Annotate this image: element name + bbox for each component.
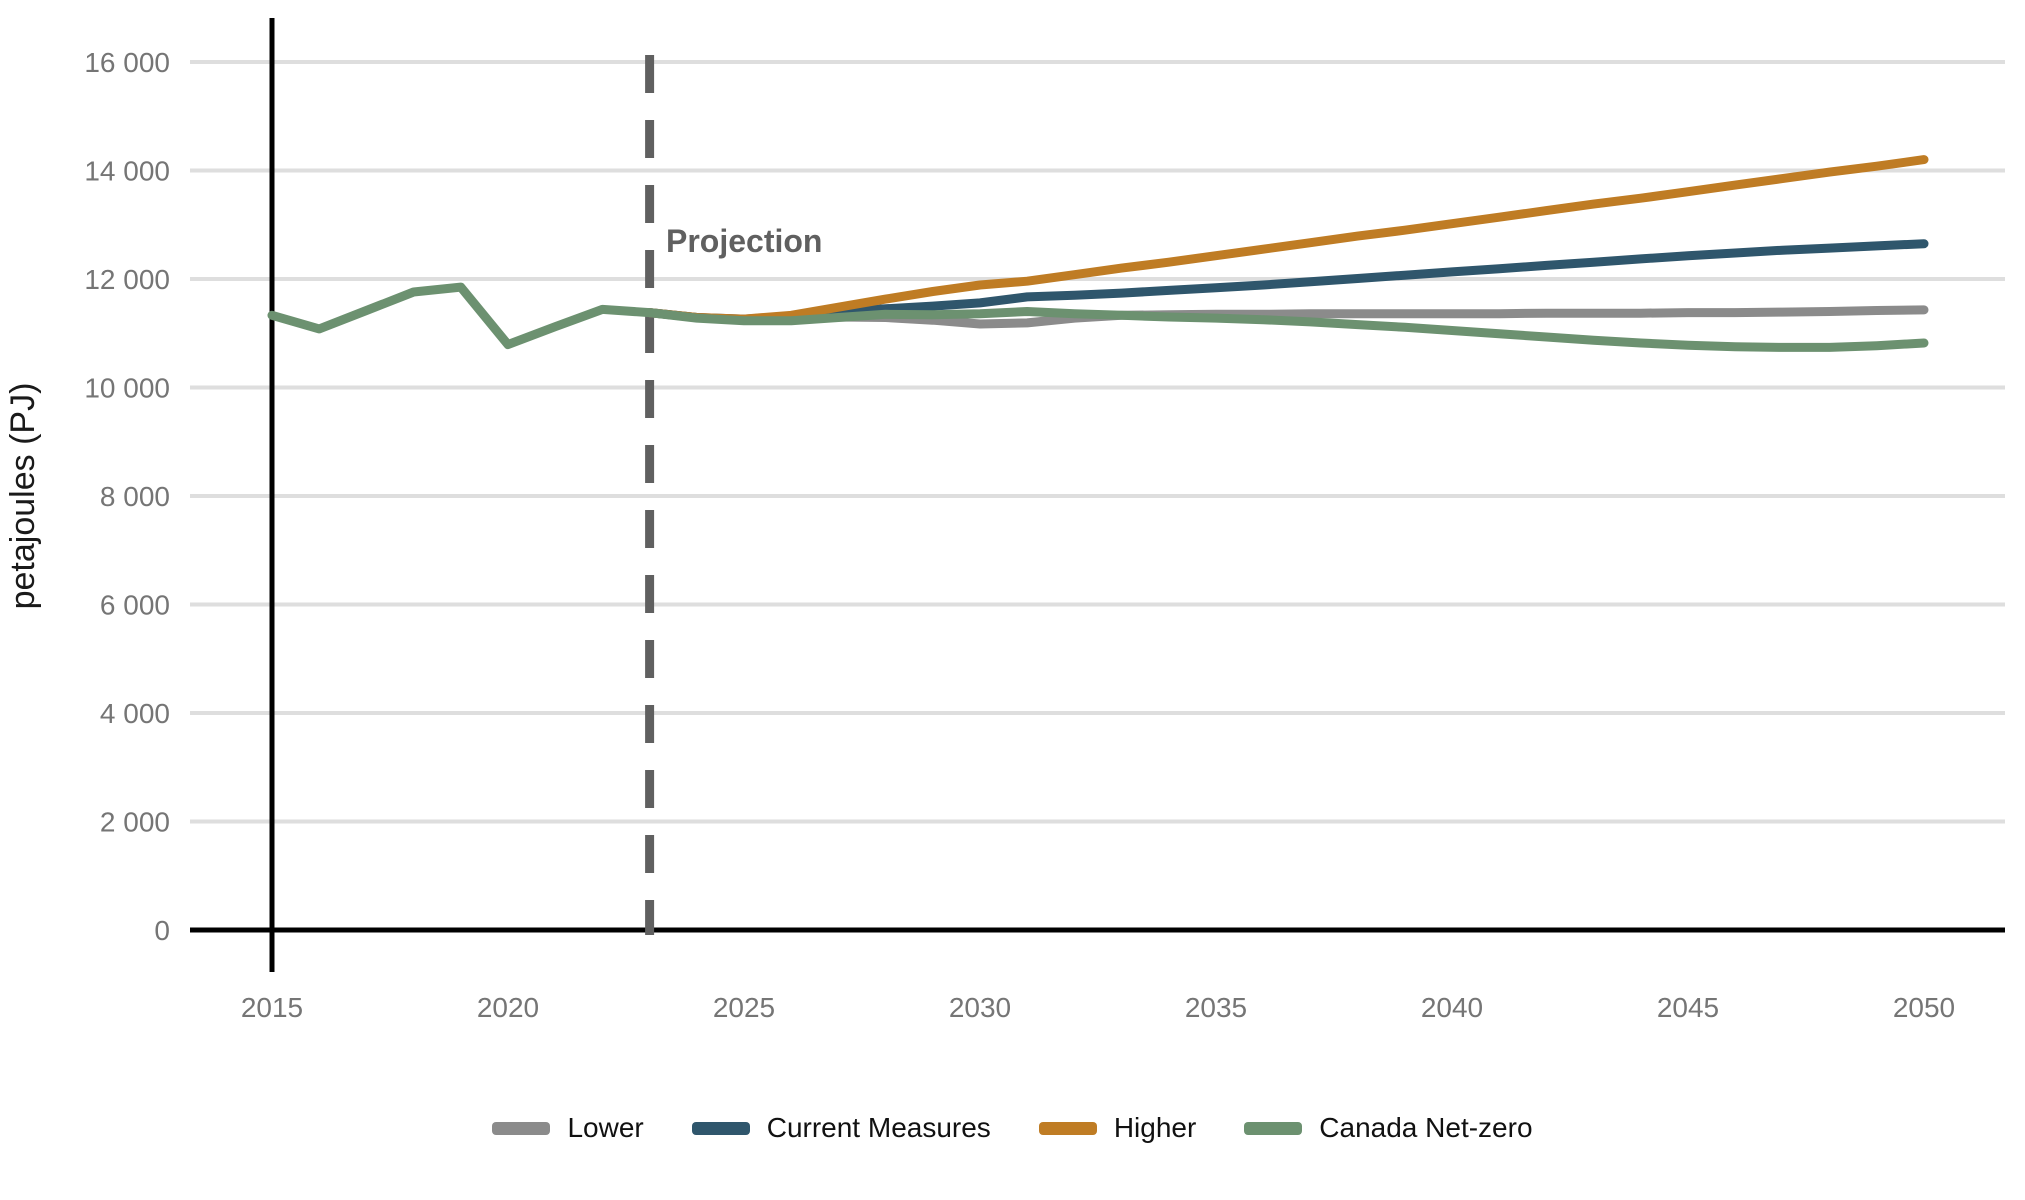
legend-swatch-lower <box>492 1121 551 1135</box>
x-tick-label: 2015 <box>241 992 303 1023</box>
legend-swatch-higher <box>1038 1121 1097 1135</box>
y-tick-label: 10 000 <box>84 373 170 404</box>
y-tick-label: 6 000 <box>100 590 170 621</box>
y-tick-label: 4 000 <box>100 698 170 729</box>
series-line-historical <box>267 282 655 350</box>
y-tick-label: 0 <box>154 915 170 946</box>
legend-item-current-measures: Current Measures <box>691 1112 991 1143</box>
legend-swatch-canada-net-zero <box>1244 1121 1303 1135</box>
legend-label-higher: Higher <box>1113 1112 1197 1143</box>
series-line-higher <box>645 155 1929 324</box>
tick-labels: 0 2 000 4 000 6 000 8 000 10 000 12 000 14 000 1… <box>84 47 1955 1023</box>
legend-item-canada-net-zero: Canada Net-zero <box>1244 1112 1533 1143</box>
axes <box>190 18 2005 972</box>
legend-item-higher: Higher <box>1038 1112 1197 1143</box>
y-tick-label: 16 000 <box>84 47 170 78</box>
legend-label-canada-net-zero: Canada Net-zero <box>1319 1112 1533 1143</box>
y-tick-label: 14 000 <box>84 156 170 187</box>
chart-legend: Lower Current Measures Higher Canada Net-ze… <box>0 1098 2025 1158</box>
series-line-canada-net-zero <box>645 307 1929 352</box>
x-tick-label: 2030 <box>949 992 1011 1023</box>
x-tick-label: 2035 <box>1185 992 1247 1023</box>
series-line-current-measures <box>645 239 1929 324</box>
x-tick-label: 2025 <box>713 992 775 1023</box>
y-tick-label: 8 000 <box>100 481 170 512</box>
projection-label: Projection <box>666 223 822 259</box>
legend-label-current-measures: Current Measures <box>766 1112 991 1143</box>
x-tick-label: 2040 <box>1421 992 1483 1023</box>
legend-swatch-current-measures <box>691 1121 750 1135</box>
y-tick-label: 12 000 <box>84 264 170 295</box>
y-axis-title: petajoules (PJ) <box>4 383 42 610</box>
x-tick-label: 2045 <box>1657 992 1719 1023</box>
gridlines <box>190 60 2005 932</box>
data-series <box>267 155 1929 352</box>
y-tick-label: 2 000 <box>100 807 170 838</box>
x-tick-label: 2020 <box>477 992 539 1023</box>
x-tick-label: 2050 <box>1893 992 1955 1023</box>
legend-item-lower: Lower <box>492 1112 644 1143</box>
legend-label-lower: Lower <box>567 1112 644 1143</box>
